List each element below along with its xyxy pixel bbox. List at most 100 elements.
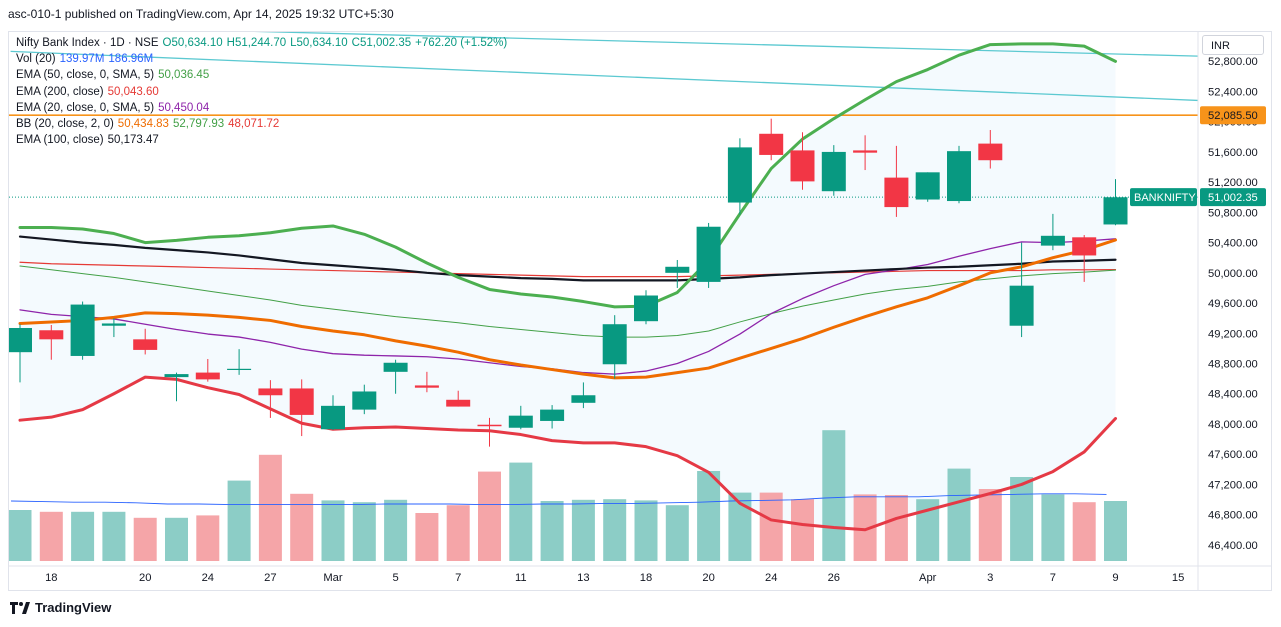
volume-bar bbox=[1104, 501, 1127, 561]
legend-value: +762.20 (+1.52%) bbox=[415, 37, 508, 49]
volume-bar bbox=[540, 501, 564, 561]
price-chart[interactable]: 46,400.00 46,800.00 47,200.00 47,600.00 48,0… bbox=[0, 0, 1281, 595]
price-tick-label: 48,400.00 bbox=[1208, 389, 1258, 401]
candle-body bbox=[195, 372, 220, 380]
candle-body bbox=[759, 133, 784, 155]
legend-row[interactable]: EMA (50, close, 0, SMA, 5) 50,036.45 bbox=[16, 67, 507, 83]
volume-bar bbox=[165, 517, 188, 561]
ema-200-line bbox=[19, 261, 1117, 278]
volume-bar bbox=[321, 500, 345, 561]
legend-label: EMA (100, close) bbox=[16, 134, 104, 147]
candle-body bbox=[446, 399, 471, 407]
price-tick-label: 49,200.00 bbox=[1208, 328, 1258, 340]
currency-selector[interactable]: INR bbox=[1202, 35, 1264, 55]
volume-bar bbox=[71, 511, 95, 561]
bb-lower-line bbox=[18, 375, 1117, 532]
candle-body bbox=[947, 151, 971, 202]
price-tick-label: 50,400.00 bbox=[1208, 238, 1258, 250]
candle-body bbox=[1040, 235, 1065, 246]
tradingview-logo-icon bbox=[10, 601, 30, 614]
time-tick-label: 27 bbox=[264, 572, 276, 584]
time-tick-label: 9 bbox=[1112, 572, 1118, 584]
volume-bar bbox=[947, 468, 971, 561]
level-price-tag-bg bbox=[1200, 106, 1266, 125]
price-tick-label: 52,800.00 bbox=[1208, 56, 1258, 68]
volume-bar bbox=[227, 480, 251, 561]
publish-header: asc-010-1 published on TradingView.com, … bbox=[8, 7, 394, 21]
volume-bar bbox=[728, 492, 752, 561]
legend-value: L50,634.10 bbox=[290, 37, 348, 49]
plot-area[interactable] bbox=[8, 25, 1219, 561]
candle-body bbox=[414, 385, 439, 388]
legend-value: O50,634.10 bbox=[162, 37, 223, 49]
price-tick-label: 51,200.00 bbox=[1208, 177, 1258, 189]
legend-value: 50,450.04 bbox=[158, 101, 210, 114]
bb-upper-line bbox=[18, 42, 1117, 309]
candle-body bbox=[978, 143, 1003, 161]
volume-bar bbox=[634, 500, 658, 561]
legend-row[interactable]: EMA (20, close, 0, SMA, 5) 50,450.04 bbox=[16, 100, 507, 116]
legend-label: EMA (200, close) bbox=[16, 85, 104, 98]
volume-bar bbox=[478, 471, 501, 561]
level-price-tag: 52,085.50 bbox=[1208, 110, 1258, 122]
candle-body bbox=[352, 391, 377, 410]
volume-bar bbox=[509, 462, 533, 561]
volume-bar bbox=[791, 499, 814, 561]
candle-body bbox=[696, 226, 721, 282]
candle-body bbox=[39, 330, 64, 340]
volume-bar bbox=[665, 505, 689, 561]
legend-row[interactable]: EMA (100, close) 50,173.47 bbox=[16, 132, 507, 148]
price-tick-label: 49,600.00 bbox=[1208, 298, 1258, 310]
trend-line bbox=[10, 50, 1198, 102]
legend-row[interactable]: EMA (200, close) 50,043.60 bbox=[16, 84, 507, 100]
candle-body bbox=[884, 177, 909, 208]
legend-label: Vol (20) bbox=[16, 53, 56, 66]
legend-value: H51,244.70 bbox=[226, 37, 287, 49]
time-tick-label: 20 bbox=[139, 572, 151, 584]
candle-body bbox=[383, 362, 408, 372]
candle-body bbox=[1072, 237, 1097, 256]
candle-body bbox=[602, 324, 627, 365]
legend-value: 50,434.83 bbox=[117, 118, 169, 131]
legend-label: EMA (20, close, 0, SMA, 5) bbox=[16, 101, 155, 114]
legend-row[interactable]: Vol (20) 139.97M 186.96M bbox=[16, 51, 507, 67]
trend-line bbox=[254, 32, 1198, 57]
candle-body bbox=[508, 415, 533, 428]
volume-bar bbox=[603, 499, 627, 561]
legend-value: 48,071.72 bbox=[228, 118, 280, 131]
ema-100-line bbox=[18, 235, 1117, 282]
volume-bar bbox=[978, 489, 1002, 561]
legend-value: 50,043.60 bbox=[107, 85, 159, 98]
time-tick-label: 15 bbox=[1172, 572, 1184, 584]
legend-row[interactable]: Nifty Bank Index · 1D · NSE O50,634.10 H51… bbox=[16, 35, 507, 51]
volume-bar bbox=[352, 502, 376, 561]
tradingview-logo[interactable]: TradingView bbox=[10, 600, 111, 615]
legend-row[interactable]: BB (20, close, 2, 0) 50,434.83 52,797.93 48… bbox=[16, 116, 507, 132]
time-tick-label: 7 bbox=[455, 572, 461, 584]
price-tick-label: 51,600.00 bbox=[1208, 147, 1258, 159]
price-tick-label: 47,200.00 bbox=[1208, 479, 1258, 491]
chart-frame[interactable] bbox=[8, 31, 1272, 591]
candle-body bbox=[70, 304, 95, 356]
volume-bar bbox=[258, 454, 282, 561]
candle-body bbox=[258, 388, 283, 396]
indicator-legend: Nifty Bank Index · 1D · NSE O50,634.10 H51… bbox=[16, 35, 507, 148]
volume-bar bbox=[196, 515, 220, 561]
time-tick-label: 13 bbox=[577, 572, 589, 584]
legend-value: 139.97M bbox=[59, 53, 105, 66]
candle-body bbox=[1103, 197, 1128, 225]
legend-value: 50,173.47 bbox=[107, 134, 159, 147]
last-price-tag-bg bbox=[1200, 188, 1266, 207]
volume-bar bbox=[759, 492, 783, 561]
time-tick-label: 20 bbox=[702, 572, 714, 584]
legend-value: C51,002.35 bbox=[351, 37, 412, 49]
candle-body bbox=[289, 388, 314, 415]
volume-bar bbox=[133, 517, 157, 561]
candle-body bbox=[321, 405, 345, 430]
time-tick-label: 5 bbox=[392, 572, 398, 584]
price-tick-label: 50,000.00 bbox=[1208, 268, 1258, 280]
candle-body bbox=[477, 424, 502, 427]
legend-label: BB (20, close, 2, 0) bbox=[16, 118, 114, 131]
candle-body bbox=[9, 327, 32, 353]
time-tick-label: 7 bbox=[1050, 572, 1056, 584]
